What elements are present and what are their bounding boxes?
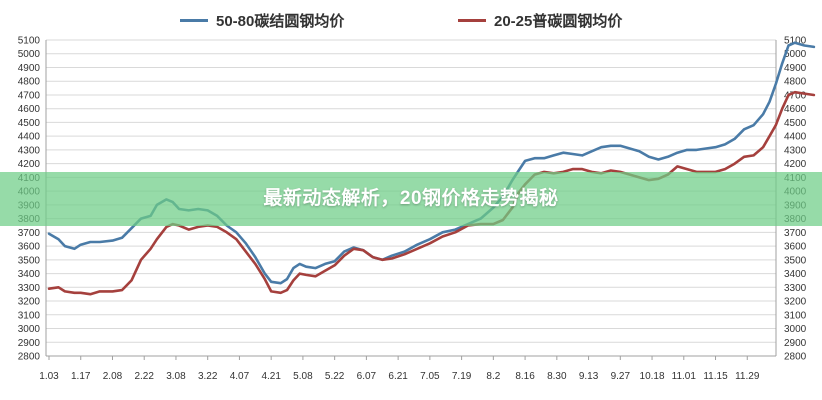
y-tick-label-right: 4900 bbox=[784, 63, 807, 74]
y-tick-label-right: 4700 bbox=[784, 90, 807, 101]
y-tick-label-right: 3300 bbox=[784, 283, 807, 294]
y-tick-label: 3400 bbox=[18, 269, 41, 280]
y-tick-label-right: 3100 bbox=[784, 310, 807, 321]
x-tick-label: 6.07 bbox=[357, 371, 377, 382]
legend: 50-80碳结圆钢均价 20-25普碳圆钢均价 bbox=[0, 10, 822, 34]
series-line-1 bbox=[47, 41, 816, 285]
x-tick-label: 10.18 bbox=[640, 371, 665, 382]
x-tick-label: 9.13 bbox=[579, 371, 599, 382]
legend-item-series-1: 50-80碳结圆钢均价 bbox=[180, 10, 344, 31]
y-tick-label: 3600 bbox=[18, 242, 41, 253]
y-tick-label: 4900 bbox=[18, 63, 41, 74]
x-tick-label: 2.08 bbox=[103, 371, 123, 382]
series-lines bbox=[47, 41, 816, 296]
x-tick-label: 8.2 bbox=[486, 371, 500, 382]
legend-swatch-series-2 bbox=[458, 19, 486, 22]
y-tick-label-right: 3700 bbox=[784, 228, 807, 239]
y-tick-label-right: 3000 bbox=[784, 324, 807, 335]
y-tick-label: 4800 bbox=[18, 77, 41, 88]
y-tick-label: 2800 bbox=[18, 352, 41, 363]
y-tick-label-right: 2800 bbox=[784, 352, 807, 363]
y-tick-label-right: 4300 bbox=[784, 145, 807, 156]
y-tick-label-right: 4600 bbox=[784, 104, 807, 115]
y-tick-label: 4300 bbox=[18, 145, 41, 156]
legend-swatch-series-1 bbox=[180, 19, 208, 22]
y-tick-label-right: 4400 bbox=[784, 132, 807, 143]
x-tick-label: 1.17 bbox=[71, 371, 91, 382]
x-tick-label: 8.16 bbox=[515, 371, 535, 382]
y-tick-label: 3200 bbox=[18, 297, 41, 308]
y-tick-label: 3500 bbox=[18, 255, 41, 266]
y-tick-label-right: 3500 bbox=[784, 255, 807, 266]
x-tick-label: 4.21 bbox=[261, 371, 281, 382]
y-tick-label: 3300 bbox=[18, 283, 41, 294]
banner-text: 最新动态解析，20钢价格走势揭秘 bbox=[263, 188, 559, 209]
x-tick-label: 3.08 bbox=[166, 371, 186, 382]
legend-label-series-2: 20-25普碳圆钢均价 bbox=[494, 13, 623, 30]
y-tick-label: 3000 bbox=[18, 324, 41, 335]
x-tick-label: 11.15 bbox=[703, 371, 728, 382]
y-tick-label: 4200 bbox=[18, 159, 41, 170]
y-tick-label-right: 2900 bbox=[784, 338, 807, 349]
y-tick-label: 2900 bbox=[18, 338, 41, 349]
y-tick-label-right: 3400 bbox=[784, 269, 807, 280]
x-tick-label: 7.19 bbox=[452, 371, 472, 382]
y-tick-label: 4600 bbox=[18, 104, 41, 115]
x-tick-label: 5.22 bbox=[325, 371, 345, 382]
y-tick-label: 5100 bbox=[18, 36, 41, 47]
x-tick-label: 6.21 bbox=[388, 371, 408, 382]
y-tick-label-right: 5000 bbox=[784, 49, 807, 60]
x-tick-label: 1.03 bbox=[39, 371, 59, 382]
x-tick-label: 8.30 bbox=[547, 371, 567, 382]
y-tick-label-right: 4200 bbox=[784, 159, 807, 170]
x-tick-label: 5.08 bbox=[293, 371, 313, 382]
legend-item-series-2: 20-25普碳圆钢均价 bbox=[458, 10, 622, 31]
legend-label-series-1: 50-80碳结圆钢均价 bbox=[216, 13, 345, 30]
y-tick-label-right: 3200 bbox=[784, 297, 807, 308]
x-tick-label: 3.22 bbox=[198, 371, 218, 382]
y-tick-label-right: 3600 bbox=[784, 242, 807, 253]
x-tick-label: 7.05 bbox=[420, 371, 440, 382]
y-tick-label: 4700 bbox=[18, 90, 41, 101]
y-tick-label-right: 4800 bbox=[784, 77, 807, 88]
x-tick-label: 11.01 bbox=[672, 371, 697, 382]
y-tick-label: 3100 bbox=[18, 310, 41, 321]
y-tick-label-right: 4500 bbox=[784, 118, 807, 129]
y-tick-label-right: 5100 bbox=[784, 36, 807, 47]
x-axis-ticks: 1.03 1.17 2.08 2.22 3.08 3.22 4.07 4.21 5.08 5.22… bbox=[39, 356, 760, 382]
x-tick-label: 11.29 bbox=[735, 371, 760, 382]
x-tick-label: 4.07 bbox=[230, 371, 250, 382]
x-tick-label: 9.27 bbox=[611, 371, 631, 382]
headline-banner: 最新动态解析，20钢价格走势揭秘 bbox=[0, 172, 822, 226]
y-tick-label: 3700 bbox=[18, 228, 41, 239]
x-tick-label: 2.22 bbox=[134, 371, 154, 382]
y-tick-label: 5000 bbox=[18, 49, 41, 60]
y-tick-label: 4400 bbox=[18, 132, 41, 143]
y-tick-label: 4500 bbox=[18, 118, 41, 129]
